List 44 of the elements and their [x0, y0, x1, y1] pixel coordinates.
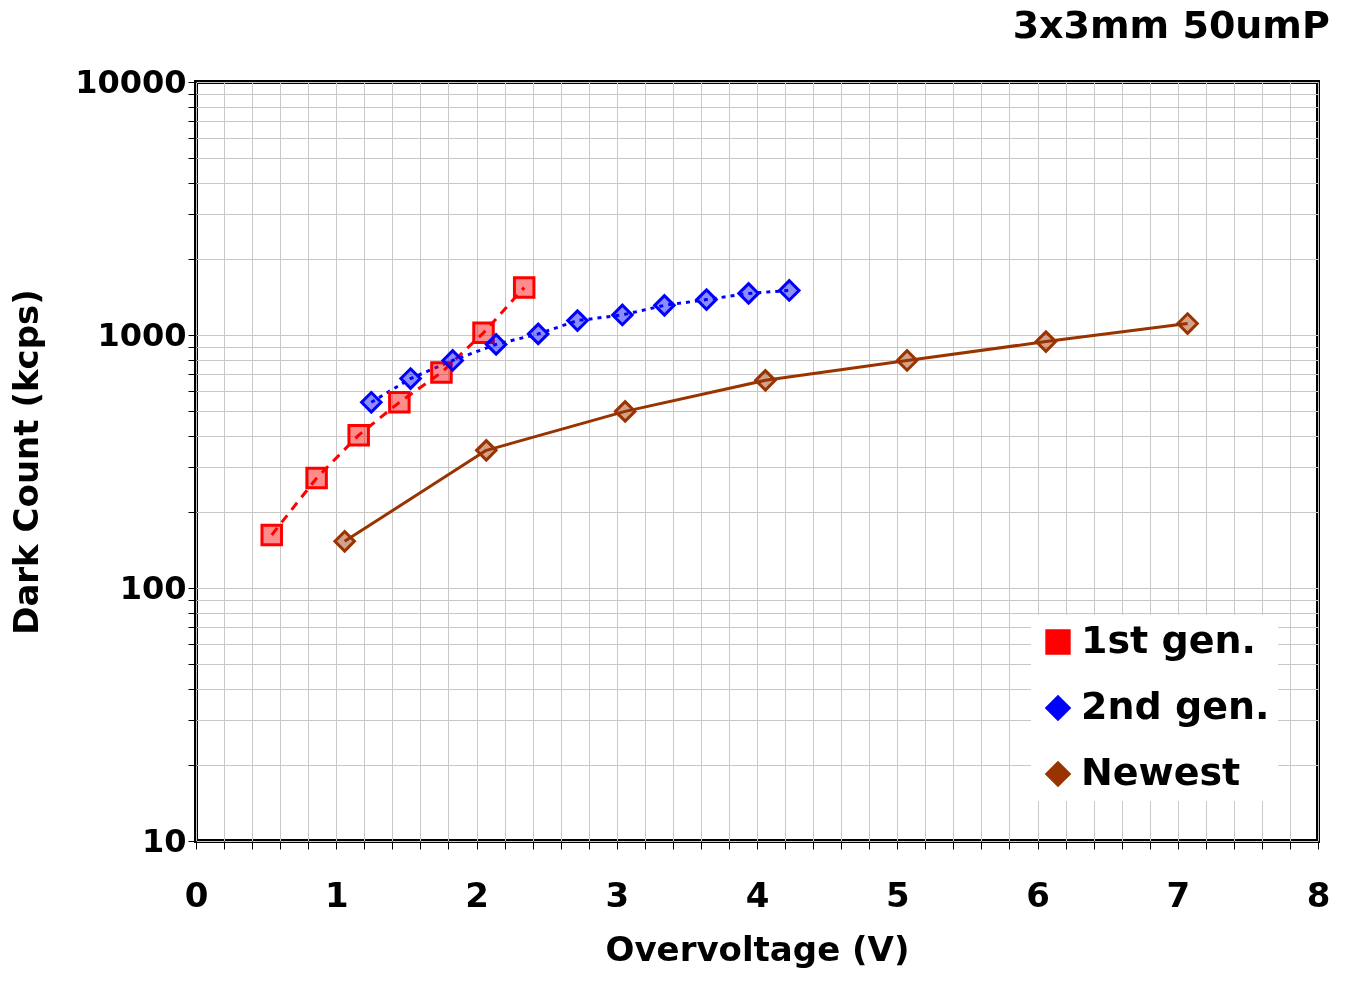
x-tick-label: 0: [184, 874, 209, 915]
point: [778, 279, 801, 302]
y-tick-label: 100: [119, 568, 187, 607]
point: [653, 294, 676, 317]
legend-label: Newest: [1081, 750, 1241, 794]
point: [333, 530, 356, 553]
y-axis-title: Dark Count (kcps): [6, 289, 47, 635]
x-tick-label: 3: [605, 874, 630, 915]
x-tick-label: 6: [1026, 874, 1050, 915]
point: [347, 423, 370, 447]
y-tick-label: 1000: [97, 315, 187, 354]
point: [566, 309, 589, 332]
point: [526, 322, 550, 346]
x-tick-label: 2: [465, 874, 489, 915]
x-tick-label: 5: [885, 874, 910, 915]
x-axis-title: Overvoltage (V): [605, 928, 910, 969]
x-tick-label: 1: [324, 874, 349, 915]
legend-label: 1st gen.: [1081, 618, 1256, 662]
x-tick-label: 8: [1306, 874, 1331, 915]
point: [613, 400, 637, 423]
point: [305, 466, 328, 490]
point: [895, 349, 919, 372]
point: [1034, 330, 1058, 353]
point: [472, 321, 495, 345]
point: [737, 282, 760, 305]
x-tick-label: 4: [745, 874, 770, 915]
point: [399, 367, 422, 390]
legend-label: 2nd gen.: [1081, 684, 1270, 728]
point: [430, 361, 453, 384]
point: [484, 333, 508, 356]
point: [695, 288, 718, 311]
point: [260, 523, 283, 547]
chart-title: 3x3mm 50umP: [1012, 3, 1330, 47]
point: [1176, 312, 1199, 335]
point: [512, 276, 536, 299]
point: [754, 369, 777, 392]
point: [611, 303, 634, 327]
point: [388, 391, 411, 414]
point: [360, 391, 383, 414]
x-tick-label: 7: [1166, 874, 1191, 915]
y-tick-label: 10000: [75, 62, 187, 101]
y-tick-label: 10: [141, 821, 187, 860]
point: [475, 439, 498, 462]
point: [441, 349, 464, 372]
